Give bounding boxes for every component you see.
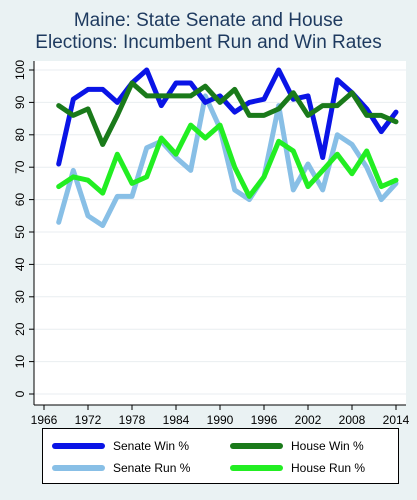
y-tick-label-50: 50 [13, 225, 27, 239]
legend-swatch-senate-run [52, 465, 105, 471]
y-tick-label-60: 60 [13, 193, 27, 207]
chart-title-line-1: Maine: State Senate and House [73, 10, 344, 31]
series-line-senate-run [56, 93, 399, 228]
y-tick-label-0: 0 [13, 390, 27, 397]
x-tick-label-1984: 1984 [163, 413, 190, 427]
x-tick-label-1978: 1978 [119, 413, 146, 427]
y-tick-label-90: 90 [13, 95, 27, 109]
y-tick-label-40: 40 [13, 257, 27, 271]
x-tick-label-1990: 1990 [207, 413, 234, 427]
chart-title: Maine: State Senate and House Elections:… [0, 10, 417, 54]
series-line-house-run [56, 122, 399, 199]
y-tick-label-10: 10 [13, 355, 27, 369]
legend-item-house-run: House Run % [230, 459, 365, 477]
legend-label-senate-run: Senate Run % [113, 461, 191, 475]
legend: Senate Win % House Win % Senate Run % Ho… [42, 428, 399, 484]
series-line-house-win [56, 80, 399, 147]
y-tick-label-30: 30 [13, 290, 27, 304]
legend-swatch-senate-win [52, 443, 105, 449]
legend-label-house-win: House Win % [291, 439, 364, 453]
y-tick-label-100: 100 [13, 60, 27, 80]
x-tick-label-1972: 1972 [75, 413, 102, 427]
y-tick-label-70: 70 [13, 160, 27, 174]
legend-swatch-house-run [230, 465, 283, 471]
legend-swatch-house-win [230, 443, 283, 449]
x-tick-label-2002: 2002 [295, 413, 322, 427]
x-tick-label-2008: 2008 [339, 413, 366, 427]
legend-item-senate-win: Senate Win % [52, 437, 189, 455]
legend-item-senate-run: Senate Run % [52, 459, 190, 477]
x-tick-label-1996: 1996 [251, 413, 278, 427]
legend-label-house-run: House Run % [291, 461, 366, 475]
x-tick-label-1966: 1966 [31, 413, 58, 427]
y-tick-label-20: 20 [13, 322, 27, 336]
x-tick-label-2014: 2014 [383, 413, 410, 427]
legend-label-senate-win: Senate Win % [113, 439, 190, 453]
legend-item-house-win: House Win % [230, 437, 364, 455]
y-tick-label-80: 80 [13, 128, 27, 142]
chart-title-line-2: Elections: Incumbent Run and Win Rates [35, 32, 382, 53]
plot-area [34, 61, 406, 405]
series-line-senate-win [56, 67, 399, 167]
